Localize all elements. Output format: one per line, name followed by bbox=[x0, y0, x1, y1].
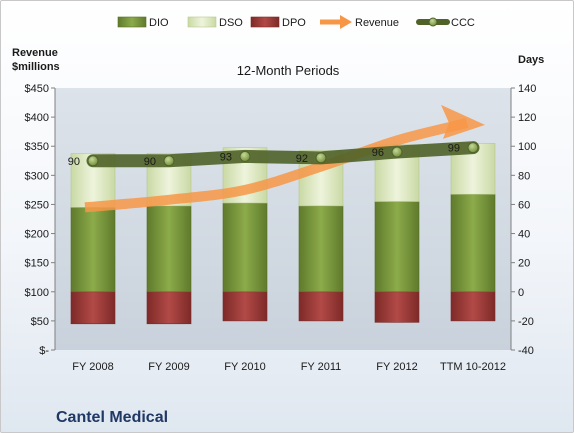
left-tick-label: $450 bbox=[25, 83, 49, 95]
revenue-series bbox=[84, 104, 485, 213]
legend-label: CCC bbox=[451, 17, 475, 29]
category-label-ttm-10-2012: TTM 10-2012 bbox=[440, 361, 506, 373]
ccc-point bbox=[239, 150, 251, 162]
left-axis-title-line2: $millions bbox=[12, 61, 60, 73]
right-tick-label: 60 bbox=[518, 199, 530, 211]
bar-dio bbox=[374, 201, 420, 293]
chart-subtitle: 12-Month Periods bbox=[237, 63, 340, 78]
left-axis: $- $50 $100 $150 $200 $250 $300 $350 $400 $450 bbox=[25, 83, 56, 357]
bar-dio bbox=[222, 202, 268, 293]
revenue-arrowhead bbox=[441, 104, 485, 139]
left-tick-label: $300 bbox=[25, 170, 49, 182]
left-tick-label: $200 bbox=[25, 229, 49, 241]
category-axis: FY 2008 FY 2009 FY 2010 FY 2011 FY 2012 TTM 1… bbox=[72, 361, 506, 373]
right-tick-label: 100 bbox=[518, 141, 536, 153]
ccc-data-label: 96 bbox=[372, 147, 384, 159]
ccc-point bbox=[391, 146, 403, 158]
legend-item-dso: DSO bbox=[187, 16, 243, 29]
legend-label: DIO bbox=[149, 17, 169, 29]
bar-dpo bbox=[222, 291, 268, 322]
right-tick-label: 40 bbox=[518, 229, 530, 241]
ccc-data-label: 90 bbox=[68, 156, 80, 168]
left-tick-label: $350 bbox=[25, 141, 49, 153]
category-label-fy-2011: FY 2011 bbox=[301, 361, 342, 373]
legend: DIO DSO DPO Revenue CCC bbox=[117, 15, 475, 29]
legend-swatch bbox=[117, 16, 147, 28]
company-title: Cantel Medical bbox=[56, 409, 168, 426]
ccc-data-label: 93 bbox=[220, 151, 232, 163]
bar-dio bbox=[70, 207, 116, 293]
ccc-point bbox=[467, 142, 479, 154]
category-label-fy-2009: FY 2009 bbox=[148, 361, 189, 373]
legend-label: DPO bbox=[282, 17, 306, 29]
ccc-point bbox=[315, 152, 327, 164]
ccc-data-label: 90 bbox=[144, 156, 156, 168]
bar-series bbox=[70, 143, 496, 325]
ccc-line bbox=[86, 141, 480, 168]
bar-dpo bbox=[374, 291, 420, 323]
left-tick-label: $100 bbox=[25, 287, 49, 299]
legend-swatch bbox=[187, 16, 217, 28]
left-tick-label: $150 bbox=[25, 258, 49, 270]
category-label-fy-2012: FY 2012 bbox=[376, 361, 417, 373]
left-tick-label: $50 bbox=[31, 316, 49, 328]
ccc-series: 90 90 93 92 96 99 bbox=[68, 141, 480, 168]
bar-dpo bbox=[298, 291, 344, 322]
right-tick-label: -20 bbox=[518, 316, 534, 328]
bar-dpo bbox=[70, 291, 116, 325]
bar-dpo bbox=[146, 291, 192, 325]
right-tick-label: 140 bbox=[518, 83, 536, 95]
category-label-fy-2010: FY 2010 bbox=[224, 361, 265, 373]
right-axis-title: Days bbox=[518, 54, 544, 66]
legend-label: DSO bbox=[219, 17, 243, 29]
legend-item-dio: DIO bbox=[117, 16, 169, 29]
ccc-point bbox=[87, 155, 99, 167]
left-tick-label: $- bbox=[39, 345, 49, 357]
left-axis-title-line1: Revenue bbox=[12, 47, 58, 59]
bar-dio bbox=[450, 193, 496, 293]
right-tick-label: -40 bbox=[518, 345, 534, 357]
legend-swatch-dot bbox=[428, 17, 438, 27]
legend-swatch-arrowhead bbox=[340, 15, 352, 29]
ccc-point bbox=[163, 155, 175, 167]
revenue-line bbox=[84, 118, 469, 213]
bar-dio bbox=[146, 205, 192, 293]
right-tick-label: 20 bbox=[518, 258, 530, 270]
bar-dpo bbox=[450, 291, 496, 322]
right-axis: -40 -20 0 20 40 60 80 100 120 140 bbox=[510, 83, 536, 357]
legend-swatch bbox=[250, 16, 280, 28]
right-tick-label: 0 bbox=[518, 287, 524, 299]
legend-label: Revenue bbox=[355, 17, 399, 29]
legend-item-dpo: DPO bbox=[250, 16, 306, 29]
legend-item-ccc: CCC bbox=[416, 17, 475, 29]
right-tick-label: 120 bbox=[518, 112, 536, 124]
right-tick-label: 80 bbox=[518, 170, 530, 182]
category-label-fy-2008: FY 2008 bbox=[72, 361, 113, 373]
legend-item-revenue: Revenue bbox=[320, 15, 399, 29]
left-tick-label: $250 bbox=[25, 199, 49, 211]
ccc-data-label: 92 bbox=[296, 153, 308, 165]
ccc-data-label: 99 bbox=[448, 143, 460, 155]
bar-dio bbox=[298, 205, 344, 293]
left-tick-label: $400 bbox=[25, 112, 49, 124]
